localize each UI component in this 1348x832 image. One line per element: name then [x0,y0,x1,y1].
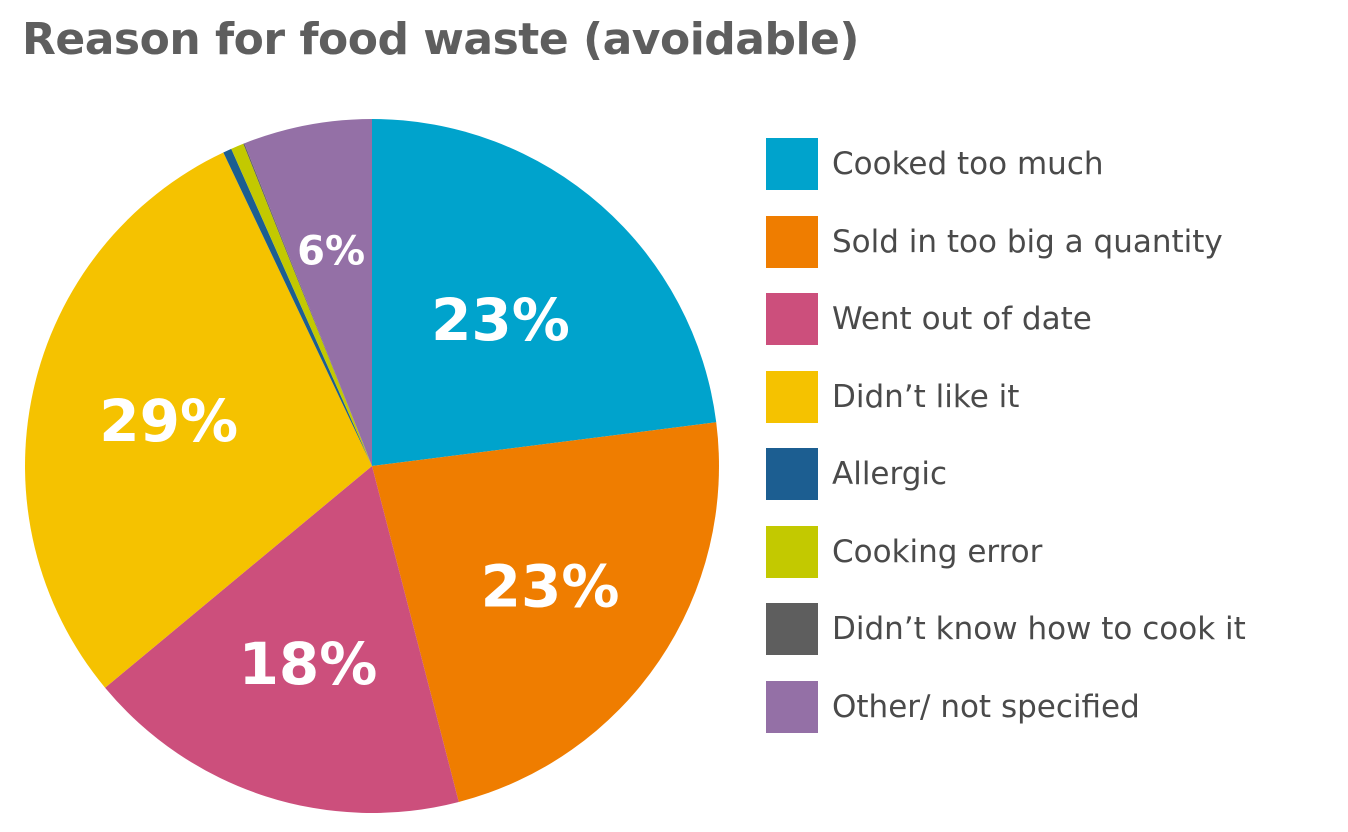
legend-swatch [766,448,818,500]
legend-item-allergic: Allergic [766,448,1246,500]
legend-item-didn-t-like-it: Didn’t like it [766,370,1246,423]
legend-swatch [766,215,818,268]
slice-label-went-out-of-date: 18% [239,630,378,698]
pie-chart: 23% 23% 18% 29% 6% [25,119,719,813]
pie-slice-went-out-of-date [105,466,459,813]
pie-slice-sold-in-too-big-a-quantity [372,422,719,802]
pie-slice-cooking-error [231,143,372,466]
chart-title: Reason for food waste (avoidable) [22,14,860,65]
slice-label-sold-in-too-big-a-quantity: 23% [481,553,620,621]
legend-label: Allergic [832,456,948,492]
legend-swatch [766,370,818,423]
pie-slice-other-not-specified [244,119,372,466]
legend: Cooked too much Sold in too big a quantit… [766,138,1246,758]
slice-label-didn-t-like-it: 29% [99,387,238,455]
legend-item-went-out-of-date: Went out of date [766,293,1246,345]
slice-label-cooked-too-much: 23% [431,286,570,354]
legend-label: Sold in too big a quantity [832,223,1223,260]
pie-slice-cooked-too-much [372,119,717,466]
slice-label-other-not-specified: 6% [297,228,365,274]
legend-swatch [766,138,818,190]
legend-swatch [766,293,818,345]
legend-label: Other/ not specified [832,688,1140,725]
legend-item-cooked-too-much: Cooked too much [766,138,1246,190]
pie-slice-didn-t-know-how-to-cook-it [243,143,372,466]
legend-item-didn-t-know-how-to-cook-it: Didn’t know how to cook it [766,603,1246,655]
pie-slice-allergic [223,148,372,466]
legend-label: Cooked too much [832,146,1104,182]
legend-item-sold-in-too-big-a-quantity: Sold in too big a quantity [766,215,1246,268]
legend-label: Went out of date [832,301,1092,337]
pie-slices [25,119,719,813]
legend-item-other-not-specified: Other/ not specified [766,680,1246,733]
legend-label: Cooking error [832,533,1043,570]
legend-label: Didn’t know how to cook it [832,611,1246,647]
legend-swatch [766,525,818,578]
legend-swatch [766,680,818,733]
legend-item-cooking-error: Cooking error [766,525,1246,578]
pie-slice-labels: 23% 23% 18% 29% 6% [99,228,619,698]
pie-slice-didn-t-like-it [25,152,373,688]
legend-label: Didn’t like it [832,378,1020,415]
legend-swatch [766,603,818,655]
